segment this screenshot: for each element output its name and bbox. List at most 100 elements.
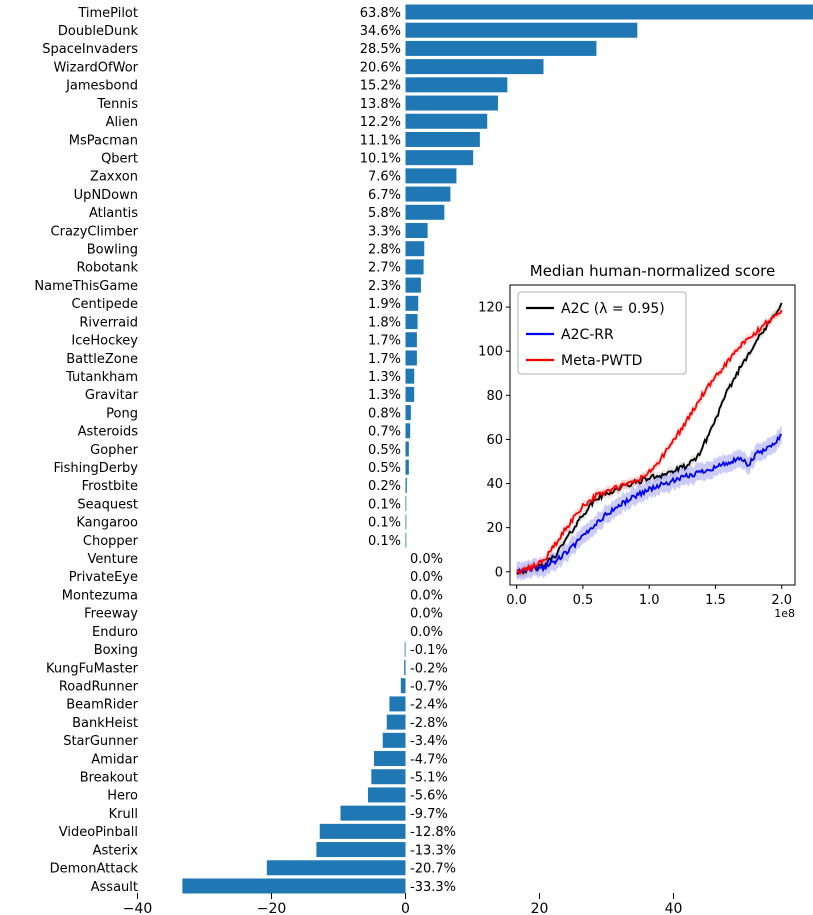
inset-x-scale-note: 1e8 — [774, 607, 795, 620]
category-label: Zaxxon — [90, 170, 138, 185]
bar — [405, 186, 451, 202]
category-label: RoadRunner — [59, 679, 139, 694]
category-label: TimePilot — [77, 6, 138, 21]
category-label: Tutankham — [65, 370, 138, 385]
category-label: Asterix — [93, 843, 139, 858]
category-label: Asteroids — [78, 425, 139, 440]
bar — [405, 295, 419, 311]
category-label: Venture — [87, 552, 138, 567]
value-label: 0.5% — [368, 443, 401, 458]
category-label: BankHeist — [72, 716, 138, 731]
bar — [404, 659, 406, 675]
value-label: -12.8% — [410, 825, 456, 840]
value-label: -3.4% — [410, 734, 448, 749]
category-label: Frostbite — [82, 479, 138, 494]
value-label: 1.9% — [368, 297, 401, 312]
value-label: 0.1% — [368, 516, 401, 531]
value-label: 3.3% — [368, 224, 401, 239]
value-label: 1.7% — [368, 352, 401, 367]
bar — [405, 113, 488, 129]
bar — [405, 222, 428, 238]
category-label: Amidar — [91, 752, 138, 767]
category-label: IceHockey — [71, 334, 138, 349]
value-label: 10.1% — [360, 151, 401, 166]
category-label: Assault — [91, 880, 138, 895]
bar — [405, 386, 415, 402]
inset-frame — [509, 284, 796, 586]
value-label: 6.7% — [368, 188, 401, 203]
confidence-band-1 — [516, 425, 782, 581]
series-line-0 — [516, 302, 783, 575]
category-label: CrazyClimber — [51, 224, 139, 239]
inset-y-tick-label: 20 — [486, 521, 503, 536]
category-label: WizardOfWor — [53, 60, 138, 75]
category-label: DoubleDunk — [58, 24, 139, 39]
bar — [371, 769, 406, 785]
value-label: -5.6% — [410, 789, 448, 804]
value-label: 0.0% — [410, 607, 443, 622]
bar — [405, 150, 474, 166]
category-label: BeamRider — [66, 698, 138, 713]
inset-title: Median human-normalized score — [530, 262, 776, 280]
category-label: Gravitar — [85, 388, 139, 403]
value-label: -4.7% — [410, 752, 448, 767]
bar — [405, 496, 407, 512]
category-label: SpaceInvaders — [42, 42, 138, 57]
category-label: Montezuma — [62, 588, 138, 603]
x-tick-label: 20 — [531, 901, 549, 915]
value-label: 0.1% — [368, 534, 401, 549]
bar — [386, 714, 406, 730]
series-line-2 — [516, 309, 783, 575]
bar — [405, 131, 480, 147]
value-label: -20.7% — [410, 862, 456, 877]
category-label: Boxing — [94, 643, 138, 658]
value-label: 2.7% — [368, 261, 401, 276]
value-label: 0.2% — [368, 479, 401, 494]
category-label: Jamesbond — [65, 79, 138, 94]
bar — [405, 241, 425, 257]
category-label: VideoPinball — [59, 825, 138, 840]
category-label: FishingDerby — [53, 461, 138, 476]
inset-y-tick-label: 0 — [495, 565, 503, 580]
bar — [266, 860, 406, 876]
category-label: Seaquest — [77, 497, 138, 512]
category-label: Bowling — [87, 243, 138, 258]
value-label: 1.3% — [368, 388, 401, 403]
confidence-band-2 — [516, 305, 782, 578]
category-label: Alien — [106, 115, 138, 130]
bar — [405, 477, 407, 493]
bar — [405, 277, 421, 293]
inset-x-tick-label: 2.0 — [771, 593, 792, 608]
value-label: -33.3% — [410, 880, 456, 895]
category-label: Riverraid — [79, 315, 138, 330]
inset-series-group — [516, 298, 783, 581]
value-label: 1.7% — [368, 334, 401, 349]
category-label: UpNDown — [74, 188, 138, 203]
x-tick-label: −20 — [257, 901, 287, 915]
value-label: 2.3% — [368, 279, 401, 294]
series-line-1 — [516, 433, 782, 575]
value-label: -5.1% — [410, 771, 448, 786]
category-label: Atlantis — [89, 206, 138, 221]
value-label: 0.1% — [368, 497, 401, 512]
bar — [405, 332, 417, 348]
value-label: 20.6% — [360, 60, 401, 75]
x-tick-label: −40 — [123, 901, 153, 915]
category-label: Freeway — [84, 607, 138, 622]
value-label: -0.2% — [410, 661, 448, 676]
bar — [405, 368, 415, 384]
bar — [405, 314, 418, 330]
value-label: 1.8% — [368, 315, 401, 330]
value-label: 0.5% — [368, 461, 401, 476]
category-label: Chopper — [83, 534, 139, 549]
category-label: NameThisGame — [34, 279, 138, 294]
bar — [405, 350, 417, 366]
category-label: StarGunner — [63, 734, 138, 749]
inset-y-tick-label: 120 — [478, 301, 503, 316]
value-label: 15.2% — [360, 79, 401, 94]
value-label: 0.8% — [368, 406, 401, 421]
legend-label-2: Meta-PWTD — [561, 353, 642, 369]
bar — [405, 77, 508, 93]
value-label: -0.7% — [410, 679, 448, 694]
